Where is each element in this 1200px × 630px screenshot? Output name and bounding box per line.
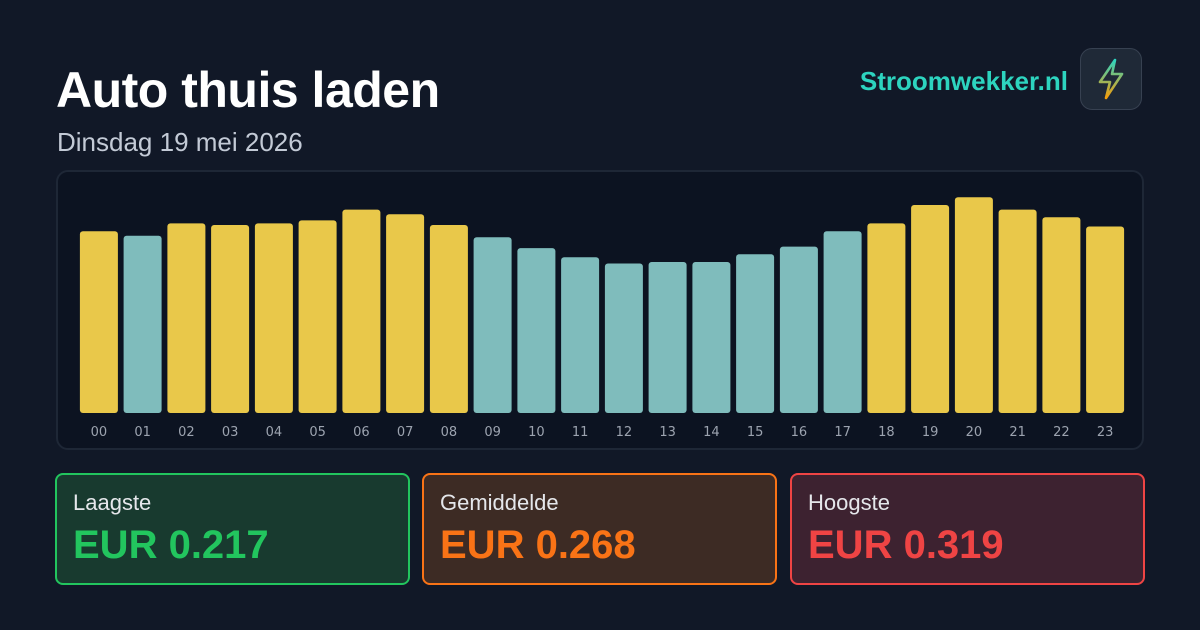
price-chart: 00 01 02 03 04 05 06 07 08 09 10 11 12 13 14 15 16 17 18 19… — [56, 170, 1144, 450]
bar-hour-00 — [79, 231, 118, 413]
stat-card-average: Gemiddelde EUR 0.268 — [422, 473, 777, 585]
x-tick-label: 16 — [791, 425, 808, 440]
x-tick-label: 09 — [484, 425, 501, 440]
bar-hour-16 — [779, 246, 818, 413]
bar-hour-07 — [386, 214, 425, 413]
x-tick-label: 15 — [747, 425, 764, 440]
x-tick-label: 14 — [703, 425, 720, 440]
x-tick-label: 10 — [528, 425, 545, 440]
x-tick-label: 18 — [878, 425, 895, 440]
x-tick-label: 12 — [616, 425, 633, 440]
x-tick-label: 07 — [397, 425, 414, 440]
x-tick-label: 11 — [572, 425, 589, 440]
x-tick-label: 13 — [659, 425, 676, 440]
bar-hour-05 — [298, 220, 337, 413]
x-tick-label: 03 — [222, 425, 239, 440]
stat-value-average: EUR 0.268 — [440, 523, 636, 567]
lightning-bolt-icon — [1098, 58, 1124, 100]
bar-hour-08 — [429, 225, 468, 413]
bar-hour-03 — [211, 225, 250, 413]
x-tick-label: 01 — [134, 425, 151, 440]
bar-hour-21 — [998, 209, 1037, 413]
x-tick-label: 21 — [1009, 425, 1026, 440]
brand-logo[interactable] — [1080, 48, 1142, 110]
stat-label-lowest: Laagste — [73, 490, 152, 515]
stat-label-highest: Hoogste — [808, 490, 890, 515]
stat-value-lowest: EUR 0.217 — [73, 523, 269, 567]
stat-card-highest: Hoogste EUR 0.319 — [790, 473, 1145, 585]
brand-name[interactable]: Stroomwekker.nl — [859, 66, 1068, 96]
bar-hour-14 — [692, 262, 731, 413]
x-tick-label: 08 — [441, 425, 458, 440]
x-tick-label: 05 — [309, 425, 326, 440]
bar-hour-20 — [954, 197, 993, 413]
bar-hour-02 — [167, 223, 206, 413]
bar-hour-12 — [604, 263, 643, 413]
x-tick-label: 02 — [178, 425, 195, 440]
x-tick-label: 23 — [1097, 425, 1114, 440]
x-tick-label: 06 — [353, 425, 370, 440]
stat-card-lowest: Laagste EUR 0.217 — [55, 473, 410, 585]
price-chart-svg: 00 01 02 03 04 05 06 07 08 09 10 11 12 13 14 15 16 17 18 19… — [79, 197, 1125, 440]
stat-value-highest: EUR 0.319 — [808, 523, 1004, 567]
bar-hour-01 — [123, 235, 162, 413]
x-tick-label: 17 — [834, 425, 851, 440]
bar-hour-06 — [342, 209, 381, 413]
page-title: Auto thuis laden — [56, 62, 440, 118]
bar-hour-15 — [736, 254, 775, 413]
bar-hour-19 — [911, 205, 950, 413]
stat-label-average: Gemiddelde — [440, 490, 559, 515]
bar-hour-18 — [867, 223, 906, 413]
x-tick-label: 00 — [91, 425, 108, 440]
bar-hour-17 — [823, 231, 862, 413]
x-tick-label: 19 — [922, 425, 939, 440]
bar-hour-23 — [1086, 226, 1125, 413]
bar-hour-13 — [648, 262, 687, 413]
bar-hour-04 — [254, 223, 293, 413]
bar-hour-10 — [517, 248, 556, 413]
bar-hour-11 — [561, 257, 600, 413]
x-tick-label: 22 — [1053, 425, 1070, 440]
x-tick-label: 04 — [266, 425, 283, 440]
bar-hour-22 — [1042, 217, 1081, 413]
page-subtitle-date: Dinsdag 19 mei 2026 — [57, 127, 303, 157]
x-tick-label: 20 — [966, 425, 983, 440]
bar-hour-09 — [473, 237, 512, 413]
